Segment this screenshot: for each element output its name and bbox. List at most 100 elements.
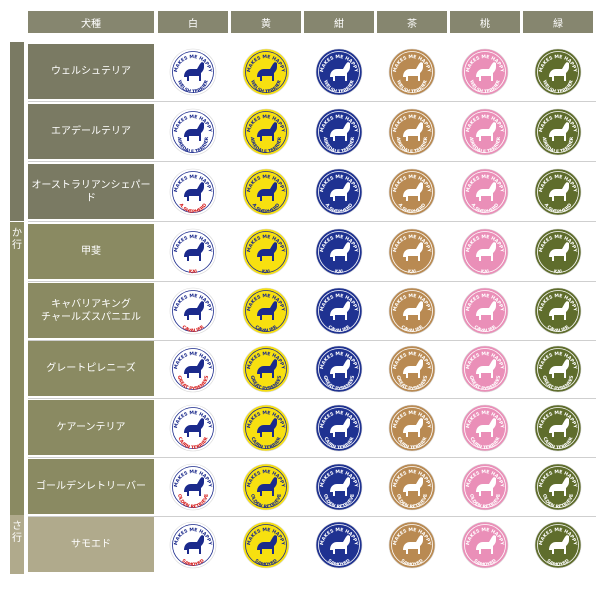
dog-silhouette-icon (403, 534, 423, 554)
dog-medallion[interactable]: MAKES ME HAPPY CAVALIER (534, 287, 582, 335)
dog-medallion[interactable]: MAKES ME HAPPY A.SHEPHERD (461, 168, 509, 216)
dog-medallion[interactable]: MAKES ME HAPPY A.SHEPHERD (388, 168, 436, 216)
breed-name-line: ケアーンテリア (56, 422, 126, 433)
dog-silhouette-icon (476, 121, 496, 141)
dog-medallion[interactable]: MAKES ME HAPPY CAVALIER (461, 287, 509, 335)
dog-silhouette-icon (549, 121, 569, 141)
dog-medallion[interactable]: MAKES ME HAPPY A.SHEPHERD (534, 168, 582, 216)
breed-name: サモエド (71, 538, 111, 551)
dog-medallion[interactable]: MAKES ME HAPPY WELSH TERRIER (388, 48, 436, 96)
dog-medallion[interactable]: MAKES ME HAPPY CAIRN TERRIER (388, 404, 436, 452)
breed-name-line: チャールズスパニエル (41, 311, 141, 323)
breed-name-line: グレートピレニーズ (46, 363, 136, 374)
dog-medallion[interactable]: MAKES ME HAPPY GREAT PYRENEES (169, 345, 217, 393)
dog-medallion[interactable]: MAKES ME HAPPY CAVALIER (388, 287, 436, 335)
dog-medallion[interactable]: MAKES ME HAPPY KAI (388, 228, 436, 276)
dog-medallion[interactable]: MAKES ME HAPPY KAI (242, 228, 290, 276)
group-bar (10, 222, 24, 516)
breed-name: グレートピレニーズ (46, 362, 136, 375)
dog-medallion[interactable]: MAKES ME HAPPY CAVALIER (242, 287, 290, 335)
dog-medallion[interactable]: MAKES ME HAPPY AIREDALE TERRIER (242, 108, 290, 156)
dog-medallion[interactable]: MAKES ME HAPPYGOLDEN RETRIEVER (242, 463, 290, 511)
dog-silhouette-icon (549, 300, 569, 320)
dog-medallion[interactable]: MAKES ME HAPPY SAMOYED (315, 521, 363, 569)
dog-medallion[interactable]: MAKES ME HAPPY SAMOYED (242, 521, 290, 569)
dog-medallion[interactable]: MAKES ME HAPPY WELSH TERRIER (242, 48, 290, 96)
dog-medallion[interactable]: MAKES ME HAPPY KAI (169, 228, 217, 276)
dog-medallion[interactable]: MAKES ME HAPPY A.SHEPHERD (242, 168, 290, 216)
dog-silhouette-icon (184, 534, 204, 554)
dog-medallion[interactable]: MAKES ME HAPPY CAIRN TERRIER (169, 404, 217, 452)
breed-name: オーストラリアンシェパード (28, 179, 154, 205)
dog-medallion[interactable]: MAKES ME HAPPY AIREDALE TERRIER (315, 108, 363, 156)
dog-medallion[interactable]: MAKES ME HAPPY SAMOYED (534, 521, 582, 569)
dog-silhouette-icon (330, 358, 350, 378)
dog-medallion[interactable]: MAKES ME HAPPY KAI (461, 228, 509, 276)
dog-medallion[interactable]: MAKES ME HAPPY CAVALIER (169, 287, 217, 335)
dog-medallion[interactable]: MAKES ME HAPPY A.SHEPHERD (315, 168, 363, 216)
dog-medallion[interactable]: MAKES ME HAPPY GREAT PYRENEES (315, 345, 363, 393)
dog-medallion[interactable]: MAKES ME HAPPY CAIRN TERRIER (534, 404, 582, 452)
header-breed: 犬種 (28, 11, 154, 33)
dog-medallion[interactable]: MAKES ME HAPPY SAMOYED (169, 521, 217, 569)
dog-medallion[interactable]: MAKES ME HAPPY KAI (534, 228, 582, 276)
dog-medallion[interactable]: MAKES ME HAPPY WELSH TERRIER (315, 48, 363, 96)
dog-medallion[interactable]: MAKES ME HAPPY GREAT PYRENEES (242, 345, 290, 393)
dog-silhouette-icon (257, 417, 277, 437)
dog-medallion[interactable]: MAKES ME HAPPY AIREDALE TERRIER (388, 108, 436, 156)
dog-medallion[interactable]: MAKES ME HAPPY SAMOYED (461, 521, 509, 569)
dog-medallion[interactable]: MAKES ME HAPPY GREAT PYRENEES (461, 345, 509, 393)
dog-medallion[interactable]: MAKES ME HAPPY A.SHEPHERD (169, 168, 217, 216)
dog-medallion[interactable]: MAKES ME HAPPY WELSH TERRIER (534, 48, 582, 96)
dog-silhouette-icon (403, 300, 423, 320)
dog-medallion[interactable]: MAKES ME HAPPY KAI (315, 228, 363, 276)
dog-silhouette-icon (549, 476, 569, 496)
dog-medallion[interactable]: MAKES ME HAPPYGOLDEN RETRIEVER (461, 463, 509, 511)
dog-medallion[interactable]: MAKES ME HAPPY CAIRN TERRIER (242, 404, 290, 452)
dog-medallion[interactable]: MAKES ME HAPPYGOLDEN RETRIEVER (169, 463, 217, 511)
dog-medallion[interactable]: MAKES ME HAPPY AIREDALE TERRIER (169, 108, 217, 156)
dog-medallion[interactable]: MAKES ME HAPPY GREAT PYRENEES (534, 345, 582, 393)
breed-name: ケアーンテリア (57, 421, 126, 434)
dog-medallion[interactable]: MAKES ME HAPPY CAIRN TERRIER (315, 404, 363, 452)
dog-silhouette-icon (476, 534, 496, 554)
dog-medallion[interactable]: MAKES ME HAPPY CAIRN TERRIER (461, 404, 509, 452)
dog-medallion[interactable]: MAKES ME HAPPYGOLDEN RETRIEVER (315, 463, 363, 511)
breed-name-cell: キャバリアキング チャールズスパニエル (28, 283, 154, 338)
dog-medallion[interactable]: MAKES ME HAPPY WELSH TERRIER (169, 48, 217, 96)
dog-medallion[interactable]: MAKES ME HAPPY CAVALIER (315, 287, 363, 335)
breed-name-line: ウェルシュテリア (51, 66, 131, 77)
dog-medallion[interactable]: MAKES ME HAPPY AIREDALE TERRIER (534, 108, 582, 156)
dog-medallion[interactable]: MAKES ME HAPPY WELSH TERRIER (461, 48, 509, 96)
breed-name-line: キャバリアキング (51, 298, 131, 310)
dog-medallion[interactable]: MAKES ME HAPPYGOLDEN RETRIEVER (388, 463, 436, 511)
dog-medallion[interactable]: MAKES ME HAPPY GREAT PYRENEES (388, 345, 436, 393)
dog-silhouette-icon (330, 300, 350, 320)
dog-medallion[interactable]: MAKES ME HAPPYGOLDEN RETRIEVER (534, 463, 582, 511)
medallion-graphic: MAKES ME HAPPYGOLDEN RETRIEVER (315, 463, 363, 510)
dog-medallion[interactable]: MAKES ME HAPPY AIREDALE TERRIER (461, 108, 509, 156)
dog-medallion[interactable]: MAKES ME HAPPY SAMOYED (388, 521, 436, 569)
breed-name-cell: グレートピレニーズ (28, 341, 154, 396)
dog-silhouette-icon (257, 534, 277, 554)
